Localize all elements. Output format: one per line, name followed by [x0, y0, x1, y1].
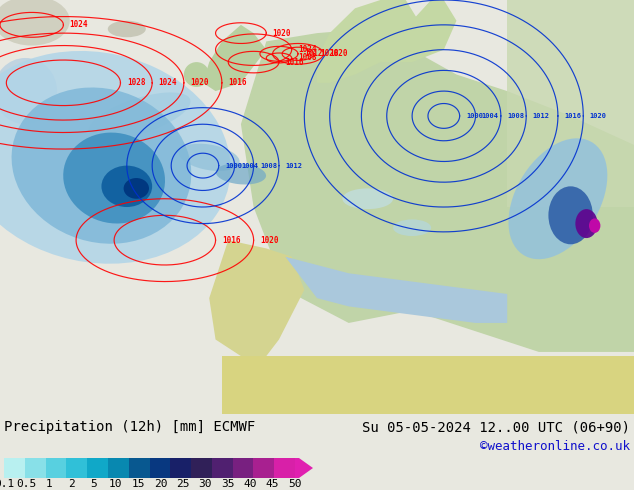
- Text: 1016: 1016: [564, 113, 581, 119]
- Text: 1024: 1024: [70, 21, 88, 29]
- Text: Precipitation (12h) [mm] ECMWF: Precipitation (12h) [mm] ECMWF: [4, 420, 256, 434]
- Text: 5: 5: [90, 479, 97, 489]
- Ellipse shape: [216, 163, 266, 185]
- Text: 1012: 1012: [304, 49, 323, 58]
- Bar: [222, 356, 634, 414]
- Text: 35: 35: [221, 479, 235, 489]
- Text: 1004: 1004: [241, 163, 258, 169]
- Text: 1020: 1020: [590, 113, 607, 119]
- Bar: [254, 458, 275, 478]
- Text: 1012: 1012: [285, 163, 302, 169]
- Text: 1008: 1008: [507, 113, 524, 119]
- Text: 50: 50: [288, 479, 302, 489]
- Ellipse shape: [108, 21, 146, 37]
- Text: 1000: 1000: [466, 113, 483, 119]
- Bar: [150, 458, 171, 478]
- Bar: [4, 458, 25, 478]
- Text: 30: 30: [198, 479, 212, 489]
- Bar: [87, 458, 108, 478]
- Ellipse shape: [184, 62, 209, 87]
- Text: 1028: 1028: [127, 78, 145, 87]
- Text: 45: 45: [266, 479, 280, 489]
- Bar: [233, 458, 254, 478]
- Ellipse shape: [548, 186, 593, 245]
- Ellipse shape: [589, 219, 600, 233]
- Polygon shape: [209, 240, 304, 356]
- Ellipse shape: [0, 51, 231, 264]
- Text: 1020: 1020: [190, 78, 209, 87]
- Ellipse shape: [179, 144, 240, 171]
- Text: 0.1: 0.1: [0, 479, 14, 489]
- Text: ©weatheronline.co.uk: ©weatheronline.co.uk: [480, 440, 630, 453]
- Text: 1016: 1016: [222, 236, 240, 245]
- Text: 1008: 1008: [260, 163, 277, 169]
- Ellipse shape: [11, 88, 191, 244]
- Bar: [108, 458, 129, 478]
- Polygon shape: [380, 0, 456, 62]
- Text: 10: 10: [109, 479, 122, 489]
- Text: 1020: 1020: [260, 236, 278, 245]
- Text: 15: 15: [132, 479, 145, 489]
- Text: 1004: 1004: [482, 113, 499, 119]
- Bar: [25, 458, 46, 478]
- Text: 40: 40: [243, 479, 257, 489]
- Bar: [275, 458, 295, 478]
- Text: 1024: 1024: [158, 78, 177, 87]
- Polygon shape: [285, 257, 507, 323]
- FancyArrow shape: [295, 458, 313, 478]
- Ellipse shape: [393, 220, 431, 236]
- Text: 1016: 1016: [285, 58, 304, 67]
- Bar: [171, 458, 191, 478]
- Text: 1028: 1028: [320, 49, 339, 58]
- Polygon shape: [203, 25, 266, 91]
- Text: 2: 2: [68, 479, 75, 489]
- Bar: [212, 458, 233, 478]
- Text: 1016: 1016: [228, 78, 247, 87]
- Ellipse shape: [342, 188, 393, 209]
- Ellipse shape: [89, 93, 190, 140]
- Ellipse shape: [576, 209, 598, 238]
- Bar: [507, 0, 634, 207]
- Text: 1012: 1012: [533, 113, 550, 119]
- Ellipse shape: [63, 133, 165, 223]
- Text: 1008: 1008: [298, 53, 316, 62]
- Bar: [191, 458, 212, 478]
- Text: 25: 25: [176, 479, 190, 489]
- Text: 1: 1: [46, 479, 52, 489]
- Text: 20: 20: [154, 479, 167, 489]
- Ellipse shape: [124, 178, 149, 199]
- Text: 1020: 1020: [273, 28, 291, 38]
- Text: 0.5: 0.5: [16, 479, 37, 489]
- Text: Su 05-05-2024 12..00 UTC (06+90): Su 05-05-2024 12..00 UTC (06+90): [362, 420, 630, 434]
- Ellipse shape: [0, 0, 70, 46]
- Text: 1024: 1024: [298, 45, 316, 54]
- Ellipse shape: [0, 58, 57, 124]
- Text: 1020: 1020: [330, 49, 348, 58]
- Polygon shape: [241, 29, 634, 352]
- Text: 1000: 1000: [225, 163, 242, 169]
- Bar: [67, 458, 87, 478]
- Bar: [129, 458, 150, 478]
- Ellipse shape: [101, 166, 152, 207]
- Polygon shape: [317, 0, 418, 83]
- Bar: [46, 458, 67, 478]
- Ellipse shape: [508, 138, 607, 259]
